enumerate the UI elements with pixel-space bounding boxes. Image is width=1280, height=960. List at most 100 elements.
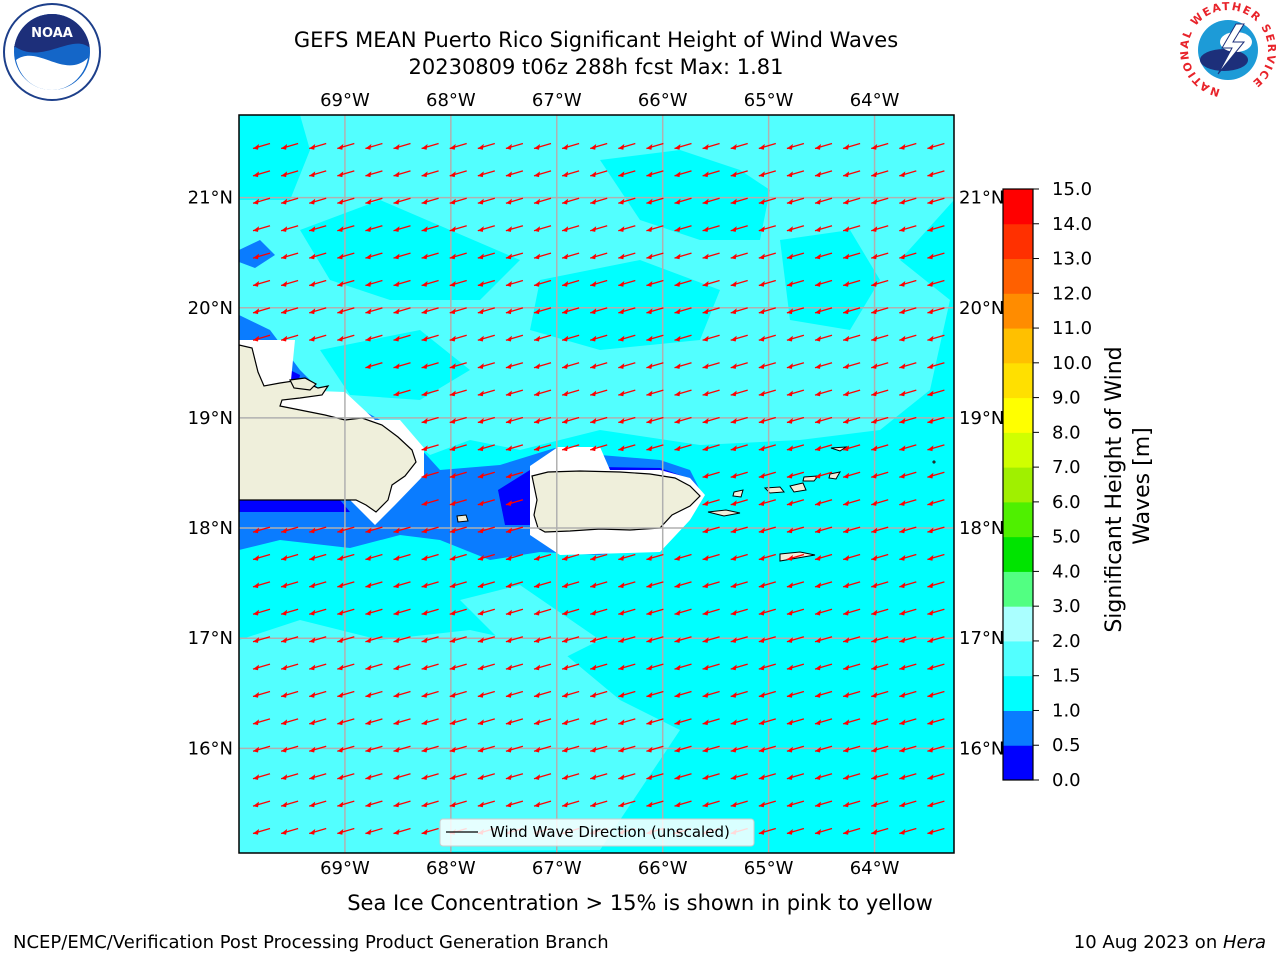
wind-arrow xyxy=(505,800,524,808)
wind-arrow xyxy=(674,252,692,260)
wind-arrow xyxy=(365,225,383,232)
gridlines xyxy=(239,115,954,853)
wind-arrow xyxy=(814,362,833,369)
wind-arrow xyxy=(674,142,692,150)
wind-arrow xyxy=(899,690,917,698)
wind-arrow xyxy=(280,307,299,315)
wind-arrow xyxy=(393,608,411,616)
wind-arrow xyxy=(449,197,467,205)
wind-arrow xyxy=(421,225,439,232)
wind-arrow xyxy=(449,718,467,726)
wind-arrow xyxy=(421,663,439,671)
wind-arrow xyxy=(505,553,524,561)
wind-arrow xyxy=(871,663,889,671)
wind-arrow xyxy=(365,663,383,671)
wind-arrow xyxy=(477,718,495,726)
wind-arrow xyxy=(309,170,327,178)
wind-arrow xyxy=(393,252,411,260)
wind-direction-arrows xyxy=(252,142,945,862)
lat-label-right: 19°N xyxy=(959,408,1004,429)
wind-arrow xyxy=(421,608,439,616)
wind-arrow xyxy=(871,553,889,561)
wind-arrow xyxy=(674,197,692,205)
wind-arrow xyxy=(842,827,861,835)
map-plot-area xyxy=(239,115,954,862)
wind-arrow xyxy=(758,773,776,780)
wind-arrow xyxy=(421,197,439,205)
wind-arrow xyxy=(871,773,889,780)
wind-arrow xyxy=(842,526,861,534)
wind-arrow xyxy=(533,362,552,369)
wind-arrow xyxy=(899,526,917,534)
colorbar-swatch xyxy=(1003,745,1033,781)
wind-arrow xyxy=(590,252,608,260)
wind-arrow xyxy=(702,416,720,424)
wind-arrow xyxy=(477,307,495,315)
lon-label-bottom: 65°W xyxy=(744,858,794,879)
wind-arrow xyxy=(871,197,889,205)
wind-arrow xyxy=(449,142,467,150)
wind-arrow xyxy=(842,718,861,726)
wind-arrow xyxy=(842,225,861,232)
wind-arrow xyxy=(337,526,355,534)
wind-arrow xyxy=(842,170,861,178)
wind-arrow xyxy=(252,170,271,178)
wind-arrow xyxy=(927,362,945,369)
wind-arrow xyxy=(758,499,776,506)
wind-arrow xyxy=(449,636,467,643)
wind-arrow xyxy=(842,307,861,315)
wind-arrow xyxy=(730,608,748,616)
wind-arrow xyxy=(702,197,720,205)
wind-arrow xyxy=(449,252,467,260)
colorbar-swatch xyxy=(1003,467,1033,503)
wind-arrow xyxy=(842,663,861,671)
map-frame xyxy=(238,114,955,854)
wind-arrow xyxy=(365,718,383,726)
wind-arrow xyxy=(899,636,917,643)
wind-arrow xyxy=(561,663,580,671)
colorbar-tick-label: 12.0 xyxy=(1052,283,1092,304)
lon-label-bottom: 66°W xyxy=(638,858,688,879)
wind-arrow xyxy=(309,279,327,287)
wind-arrow xyxy=(842,745,861,753)
wind-arrow xyxy=(674,389,692,397)
colorbar-tick-label: 10.0 xyxy=(1052,353,1092,374)
wind-arrow xyxy=(674,663,692,671)
wind-arrow xyxy=(561,718,580,726)
wind-arrow xyxy=(730,444,748,452)
wind-arrow xyxy=(309,581,327,589)
wind-arrow xyxy=(449,307,467,315)
lat-label-right: 21°N xyxy=(959,188,1004,209)
wind-arrow xyxy=(394,856,411,862)
wind-arrow xyxy=(309,636,327,643)
wind-arrow xyxy=(533,225,552,232)
wind-arrow xyxy=(280,279,299,287)
wind-arrow xyxy=(252,142,271,150)
wind-arrow xyxy=(533,800,552,808)
wind-arrow xyxy=(674,444,692,452)
wind-arrow xyxy=(252,225,271,232)
wind-arrow xyxy=(786,362,805,369)
lon-label-bottom: 68°W xyxy=(426,858,476,879)
wind-arrow xyxy=(252,526,271,534)
wind-arrow xyxy=(590,856,607,862)
wind-arrow xyxy=(309,225,327,232)
colorbar-tick-label: 13.0 xyxy=(1052,249,1092,270)
wind-arrow xyxy=(899,581,917,589)
wind-arrow xyxy=(674,225,692,232)
wind-arrow xyxy=(758,581,776,589)
wind-arrow xyxy=(365,690,383,698)
wind-arrow xyxy=(899,170,917,178)
wind-arrow xyxy=(702,362,720,369)
colorbar-swatches xyxy=(1003,189,1033,781)
wind-arrow xyxy=(702,252,720,260)
wind-arrow xyxy=(702,718,720,726)
wind-arrow xyxy=(280,581,299,589)
wind-arrow xyxy=(842,362,861,369)
island-anegada xyxy=(830,446,848,452)
wind-arrow xyxy=(280,636,299,643)
wind-arrow xyxy=(618,252,636,260)
wind-arrow xyxy=(899,334,917,342)
wind-arrow xyxy=(477,526,495,534)
wind-arrow xyxy=(730,636,748,643)
